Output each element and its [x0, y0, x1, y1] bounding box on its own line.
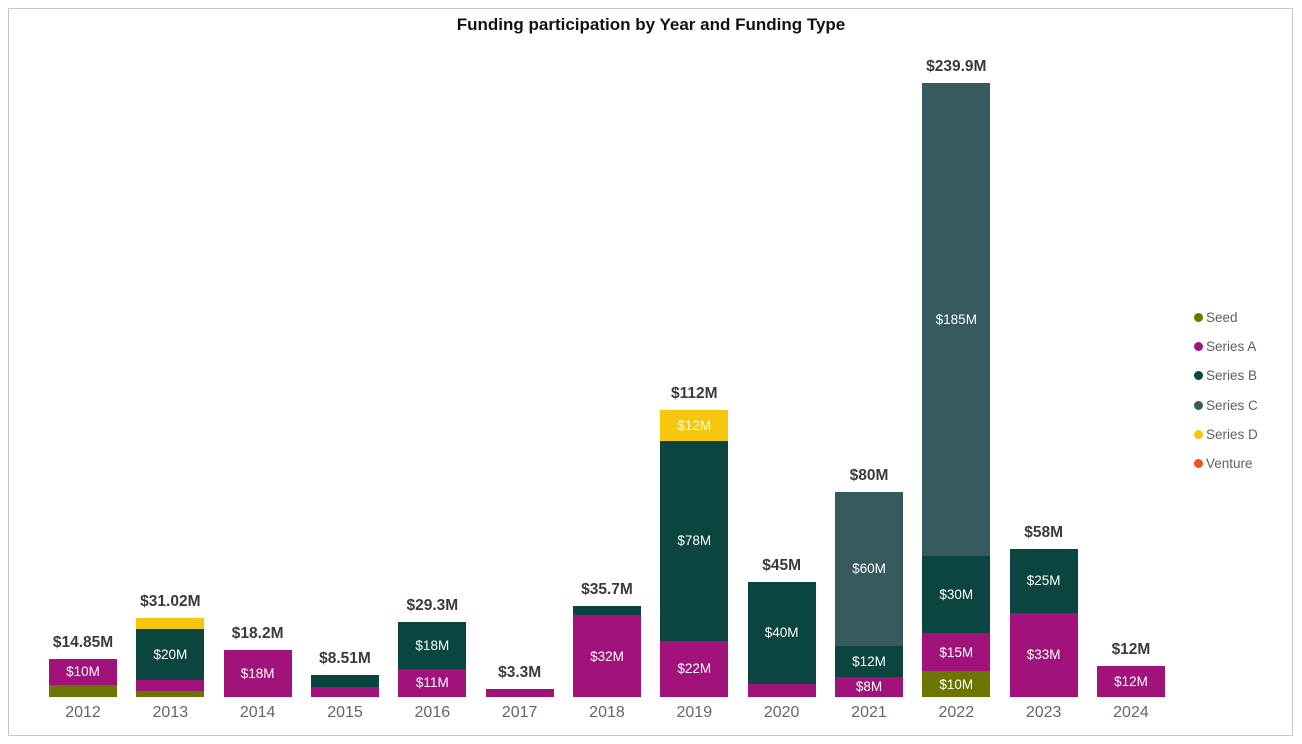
segment-value-label: $12M	[852, 653, 886, 669]
bar-segment-2017-series-a[interactable]	[485, 688, 554, 697]
segment-value-label: $60M	[852, 561, 886, 577]
bar-segment-2021-series-b[interactable]: $12M	[834, 645, 903, 677]
legend-label-venture: Venture	[1206, 456, 1253, 472]
segment-value-label: $32M	[590, 648, 624, 664]
legend-label-series-b: Series B	[1206, 368, 1258, 384]
segment-value-label: $18M	[240, 666, 275, 682]
x-axis-label-2021: 2021	[851, 704, 887, 721]
bar-segment-2020-series-a[interactable]	[747, 684, 816, 697]
legend-item-venture[interactable]: Venture	[1194, 449, 1258, 478]
total-label-2022: $239.9M	[926, 57, 987, 75]
total-label-2019: $112M	[671, 385, 718, 403]
legend-label-series-c: Series C	[1206, 397, 1258, 413]
total-label-2014: $18.2M	[231, 625, 284, 643]
bar-segment-2013-series-d[interactable]	[136, 617, 205, 630]
legend-dot-venture	[1194, 459, 1203, 469]
x-axis-label-2022: 2022	[938, 704, 975, 721]
bar-segment-2012-series-a[interactable]: $10M	[49, 658, 117, 685]
x-axis-label-2013: 2013	[152, 704, 189, 721]
legend-dot-series-b	[1194, 371, 1203, 381]
x-axis-label-2016: 2016	[414, 704, 451, 721]
total-label-2012: $14.85M	[52, 633, 114, 651]
segment-value-label: $15M	[939, 644, 974, 660]
bar-segment-2022-seed[interactable]: $10M	[922, 671, 991, 697]
total-label-2020: $45M	[762, 556, 802, 574]
segment-value-label: $11M	[415, 675, 449, 691]
segment-value-label: $20M	[153, 647, 188, 663]
x-axis-label-2014: 2014	[239, 704, 276, 721]
segment-value-label: $18M	[415, 637, 450, 653]
bar-segment-2018-series-a[interactable]: $32M	[572, 615, 641, 697]
bar-segment-2019-series-b[interactable]: $78M	[660, 441, 729, 641]
total-label-2021: $80M	[849, 467, 889, 485]
bar-segment-2024-series-a[interactable]: $12M	[1096, 666, 1165, 697]
segment-value-label: $33M	[1026, 647, 1061, 663]
x-axis-label-2024: 2024	[1113, 704, 1149, 721]
bar-segment-2022-series-b[interactable]: $30M	[922, 556, 991, 633]
bar-segment-2013-seed[interactable]	[136, 690, 205, 697]
chart-title: Funding participation by Year and Fundin…	[456, 15, 846, 34]
segment-value-label: $25M	[1026, 573, 1061, 589]
legend-item-series-a[interactable]: Series A	[1194, 332, 1258, 361]
total-label-2015: $8.51M	[319, 650, 371, 668]
bar-segment-2019-series-a[interactable]: $22M	[660, 640, 729, 697]
bar-segment-2021-series-a[interactable]: $8M	[834, 676, 903, 697]
legend-item-seed[interactable]: Seed	[1194, 303, 1258, 332]
bar-segment-2012-seed[interactable]	[49, 684, 117, 697]
legend-dot-seed	[1194, 313, 1203, 323]
bar-segment-2018-series-b[interactable]	[572, 605, 641, 616]
x-axis-label-2020: 2020	[763, 704, 800, 721]
x-axis-label-2017: 2017	[501, 704, 538, 721]
legend: Seed Series A Series B Series C Series D Vent…	[1194, 303, 1258, 478]
bar-segment-2015-series-b[interactable]	[310, 675, 379, 687]
segment-value-label: $40M	[764, 625, 799, 641]
bar-segment-2013-series-a[interactable]	[136, 680, 205, 691]
segment-value-label: $12M	[677, 418, 712, 434]
legend-item-series-c[interactable]: Series C	[1194, 391, 1258, 420]
segment-value-label: $8M	[855, 679, 883, 695]
bar-segment-2021-series-c[interactable]: $60M	[834, 492, 903, 646]
x-axis-label-2018: 2018	[589, 704, 625, 721]
total-label-2023: $58M	[1024, 523, 1064, 541]
bar-segment-2019-series-d[interactable]: $12M	[660, 410, 729, 441]
legend-dot-series-a	[1194, 342, 1203, 352]
legend-label-seed: Seed	[1206, 310, 1238, 326]
segment-value-label: $22M	[677, 661, 712, 677]
x-axis-label-2019: 2019	[676, 704, 713, 721]
x-axis-label-2012: 2012	[65, 704, 101, 721]
legend-dot-series-c	[1194, 400, 1203, 410]
x-axis-label-2015: 2015	[327, 704, 363, 721]
x-axis-label-2023: 2023	[1025, 704, 1062, 721]
total-label-2018: $35.7M	[581, 580, 633, 598]
bar-segment-2023-series-b[interactable]: $25M	[1009, 548, 1078, 613]
total-label-2013: $31.02M	[140, 592, 201, 610]
segment-value-label: $78M	[677, 533, 712, 549]
legend-item-series-b[interactable]: Series B	[1194, 361, 1258, 390]
bar-segment-2020-series-b[interactable]: $40M	[747, 581, 816, 685]
bar-segment-2015-series-a[interactable]	[310, 686, 379, 697]
bar-segment-2022-series-c[interactable]: $185M	[922, 82, 991, 557]
segment-value-label: $10M	[939, 676, 974, 692]
legend-dot-series-d	[1194, 429, 1203, 439]
total-label-2016: $29.3M	[406, 596, 459, 614]
legend-label-series-d: Series D	[1206, 426, 1258, 442]
segment-value-label: $30M	[939, 587, 974, 603]
segment-value-label: $10M	[66, 664, 100, 680]
bar-segment-2022-series-a[interactable]: $15M	[922, 633, 991, 672]
bar-segment-2016-series-b[interactable]: $18M	[398, 621, 467, 669]
segment-value-label: $12M	[1114, 674, 1148, 690]
total-label-2024: $12M	[1111, 641, 1151, 659]
legend-item-series-d[interactable]: Series D	[1194, 420, 1258, 449]
legend-label-series-a: Series A	[1206, 339, 1257, 355]
segment-value-label: $185M	[935, 312, 977, 328]
total-label-2017: $3.3M	[498, 663, 542, 681]
